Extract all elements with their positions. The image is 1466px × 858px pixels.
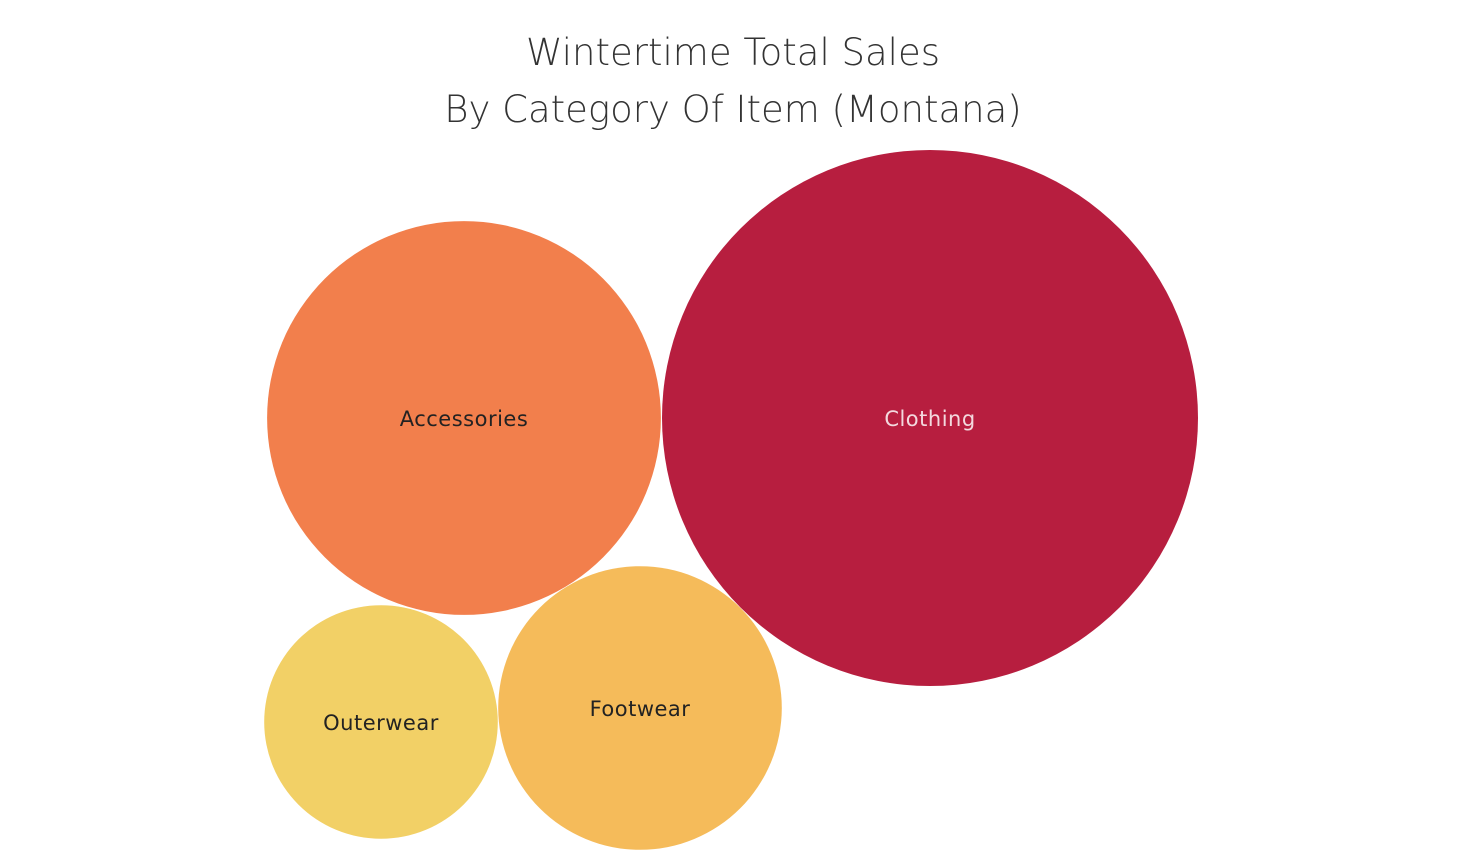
bubble-outerwear[interactable] bbox=[264, 605, 498, 839]
bubble-footwear[interactable] bbox=[498, 566, 782, 850]
bubble-layer: Clothing Accessories Footwear Outerwear bbox=[264, 150, 1198, 850]
chart-title-line-2: By Category Of Item (Montana) bbox=[444, 88, 1022, 131]
chart-title-line-1: Wintertime Total Sales bbox=[526, 31, 940, 74]
bubble-accessories[interactable] bbox=[267, 221, 661, 615]
bubble-label-outerwear: Outerwear bbox=[323, 711, 439, 735]
bubble-label-footwear: Footwear bbox=[590, 697, 691, 721]
bubble-label-accessories: Accessories bbox=[400, 407, 529, 431]
bubble-clothing[interactable] bbox=[662, 150, 1198, 686]
bubble-label-clothing: Clothing bbox=[884, 407, 975, 431]
chart-title: Wintertime Total Sales By Category Of It… bbox=[0, 24, 1466, 138]
